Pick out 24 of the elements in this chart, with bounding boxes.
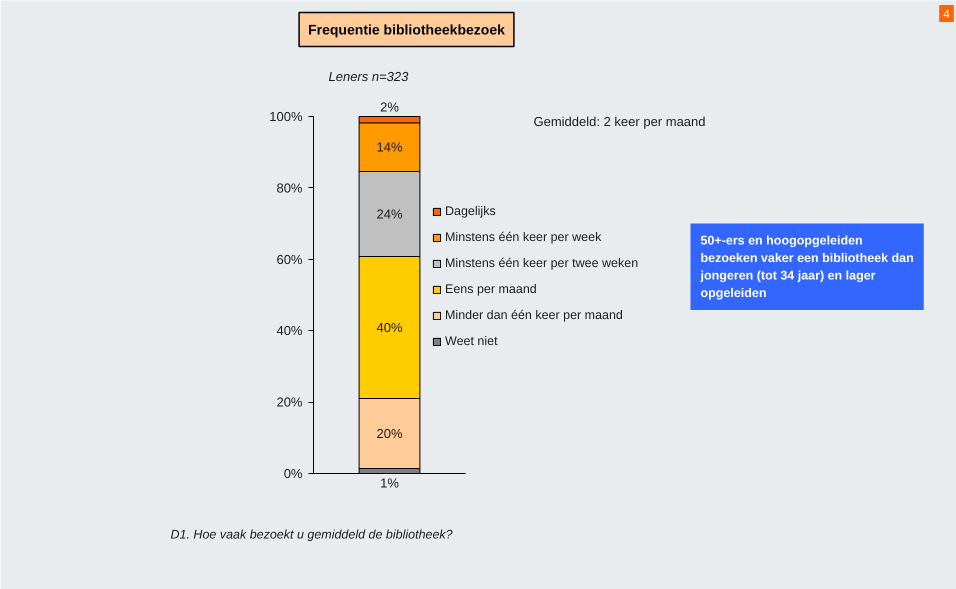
text: 4 xyxy=(943,7,950,21)
legend-label: Minstens één keer per twee weken xyxy=(445,255,638,272)
data-label: 24% xyxy=(376,206,403,222)
data-label: 20% xyxy=(376,426,403,442)
data-label: 1% xyxy=(380,476,400,490)
data-label: 14% xyxy=(376,140,403,155)
y-tick-label: 0% xyxy=(284,466,303,481)
y-tick-label: 100% xyxy=(269,109,303,124)
y-tick-label: 40% xyxy=(276,323,303,338)
legend-label: Dagelijks xyxy=(445,203,496,220)
y-tick-label: 80% xyxy=(276,180,303,196)
text: Gemiddeld: 2 keer per maand xyxy=(534,114,706,129)
data-label: 2% xyxy=(380,100,400,114)
chart-subtitle: Leners n=323 xyxy=(328,69,410,84)
legend-label: Minder dan één keer per maand xyxy=(445,307,623,324)
legend-label: Weet niet xyxy=(445,333,498,350)
text: 50+-ers en hoogopgeleiden bezoeken vaker een bibliotheek dan jongeren (tot 34 jaar) en lager opgeleiden xyxy=(700,234,914,300)
data-label: 40% xyxy=(376,320,403,335)
legend-label: Minstens één keer per week xyxy=(445,229,602,246)
legend-label: Eens per maand xyxy=(445,281,537,298)
chart-title: Frequentie bibliotheekbezoek xyxy=(308,22,506,38)
y-tick-label: 60% xyxy=(276,252,303,267)
text: D1. Hoe vaak bezoekt u gemiddeld de bibliotheek? xyxy=(170,528,453,542)
y-tick-label: 20% xyxy=(276,394,303,410)
